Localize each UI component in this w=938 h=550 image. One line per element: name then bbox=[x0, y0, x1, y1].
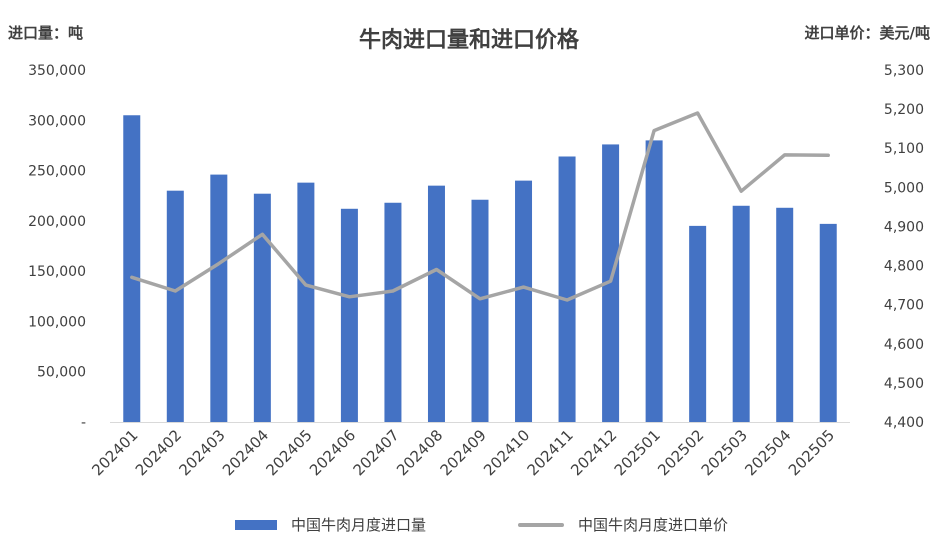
legend-swatch-bar bbox=[235, 519, 277, 530]
legend-swatch-line bbox=[518, 522, 564, 527]
x-tick-label: 202411 bbox=[524, 426, 577, 479]
x-tick-label: 202404 bbox=[219, 426, 272, 479]
y-right-tick-label: 4,400 bbox=[884, 415, 924, 431]
y-right-tick-label: 4,500 bbox=[884, 376, 924, 392]
bar-202412 bbox=[602, 144, 620, 422]
bar-202407 bbox=[384, 202, 402, 422]
y-left-tick-label: 50,000 bbox=[37, 365, 86, 381]
x-tick-label: 202406 bbox=[306, 426, 359, 479]
y-right-tick-label: 4,700 bbox=[884, 298, 924, 314]
x-tick-label: 202501 bbox=[611, 426, 664, 479]
legend: 中国牛肉月度进口量 中国牛肉月度进口单价 bbox=[0, 514, 938, 538]
bar-202403 bbox=[210, 174, 228, 422]
bar-202505 bbox=[819, 223, 837, 422]
bar-202501 bbox=[645, 140, 663, 422]
bar-202409 bbox=[471, 199, 489, 422]
bar-202408 bbox=[427, 185, 445, 422]
y-right-tick-label: 5,200 bbox=[884, 102, 924, 118]
bar-202401 bbox=[123, 115, 141, 422]
x-tick-label: 202505 bbox=[785, 426, 838, 479]
x-tick-label: 202412 bbox=[567, 426, 620, 479]
bar-202411 bbox=[558, 156, 576, 422]
y-right-axis-title: 进口单价：美元/吨 bbox=[804, 24, 930, 42]
x-tick-label: 202503 bbox=[698, 426, 751, 479]
y-right-tick-label: 4,900 bbox=[884, 219, 924, 235]
legend-item-price[interactable]: 中国牛肉月度进口单价 bbox=[518, 514, 728, 535]
bar-202405 bbox=[297, 182, 315, 422]
y-left-tick-label: 350,000 bbox=[28, 63, 86, 79]
bar-202406 bbox=[340, 208, 358, 422]
y-left-tick-label: 200,000 bbox=[28, 214, 86, 230]
x-tick-label: 202401 bbox=[88, 426, 141, 479]
y-right-tick-label: 5,100 bbox=[884, 141, 924, 157]
y-right-tick-label: 5,000 bbox=[884, 180, 924, 196]
y-left-tick-label: 250,000 bbox=[28, 164, 86, 180]
y-right-tick-label: 5,300 bbox=[884, 63, 924, 79]
y-left-tick-label: 100,000 bbox=[28, 314, 86, 330]
x-tick-label: 202407 bbox=[350, 426, 403, 479]
y-left-tick-label: 300,000 bbox=[28, 113, 86, 129]
bar-202502 bbox=[689, 225, 707, 422]
legend-label-price: 中国牛肉月度进口单价 bbox=[578, 516, 729, 534]
y-right-tick-label: 4,600 bbox=[884, 337, 924, 353]
y-left-tick-label: 150,000 bbox=[28, 264, 86, 280]
x-tick-label: 202502 bbox=[654, 426, 707, 479]
bar-202504 bbox=[776, 207, 794, 422]
bar-202410 bbox=[515, 180, 533, 422]
x-tick-label: 202504 bbox=[741, 426, 794, 479]
y-left-axis-title: 进口量：吨 bbox=[8, 24, 84, 42]
x-tick-label: 202408 bbox=[393, 426, 446, 479]
x-tick-label: 202403 bbox=[175, 426, 228, 479]
legend-item-volume[interactable]: 中国牛肉月度进口量 bbox=[235, 514, 426, 535]
chart-title: 牛肉进口量和进口价格 bbox=[358, 28, 579, 53]
x-tick-label: 202410 bbox=[480, 426, 533, 479]
bar-202402 bbox=[166, 190, 184, 422]
y-left-tick-label: - bbox=[81, 415, 86, 431]
x-tick-label: 202409 bbox=[437, 426, 490, 479]
x-tick-label: 202405 bbox=[262, 426, 315, 479]
bar-202503 bbox=[732, 205, 750, 422]
bar-202404 bbox=[253, 193, 271, 422]
x-tick-label: 202402 bbox=[132, 426, 185, 479]
y-right-tick-label: 4,800 bbox=[884, 259, 924, 275]
legend-label-volume: 中国牛肉月度进口量 bbox=[291, 516, 427, 534]
